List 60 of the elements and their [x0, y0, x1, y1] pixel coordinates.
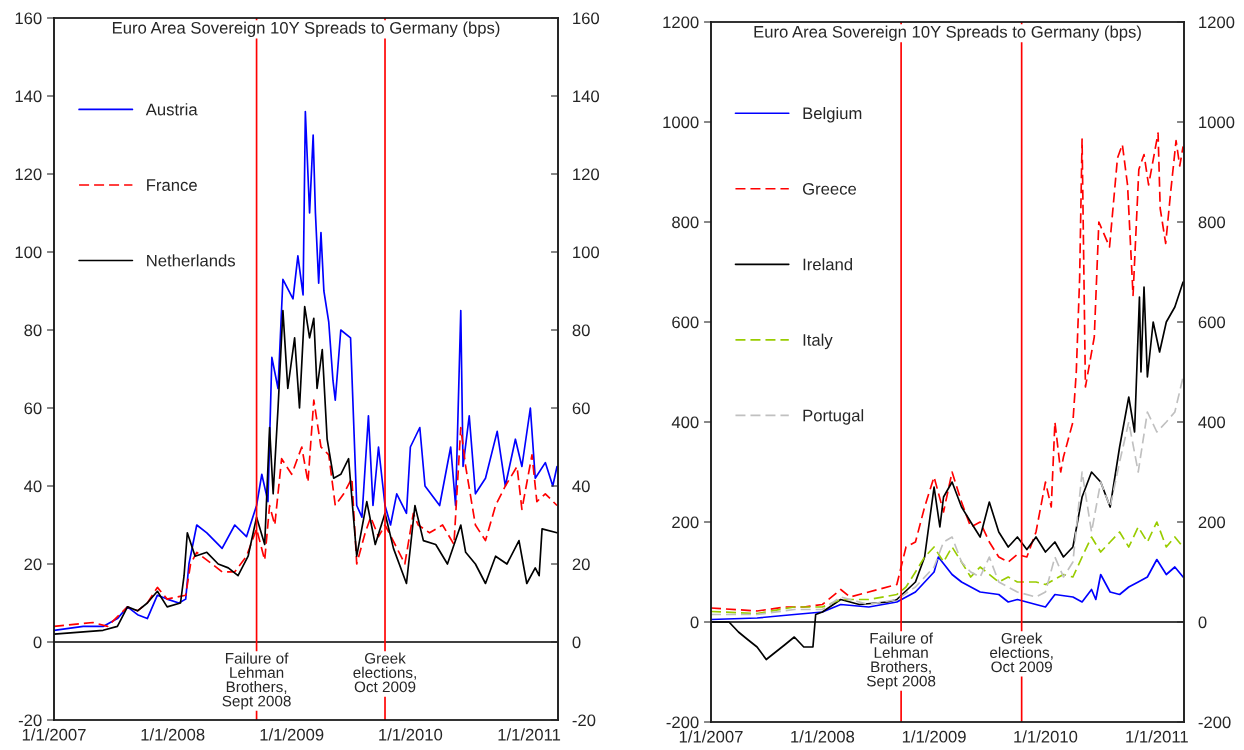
- x-tick-label: 1/1/2009: [260, 728, 324, 741]
- y-tick-label: 1000: [663, 116, 699, 129]
- legend-label: Portugal: [803, 409, 864, 425]
- y-tick-label: 20: [24, 558, 42, 571]
- y2-tick-label: -200: [1198, 716, 1231, 729]
- legend-label: France: [147, 179, 197, 191]
- legend-label: Ireland: [803, 258, 853, 271]
- legend-label: Belgium: [803, 107, 862, 123]
- legend-label: Netherlands: [147, 254, 236, 267]
- x-tick-label: 1/1/2008: [141, 728, 205, 741]
- y-tick-label: -20: [18, 714, 42, 727]
- y2-tick-label: 200: [1198, 516, 1226, 529]
- ref-line-label: Failure of Lehman Brothers, Sept 2008: [222, 652, 291, 710]
- y2-tick-label: 0: [572, 636, 581, 649]
- y-tick-label: 120: [15, 168, 42, 181]
- x-tick-label: 1/1/2010: [379, 728, 443, 741]
- y-tick-label: 40: [24, 480, 42, 493]
- legend-label: Greece: [802, 182, 857, 195]
- x-tick-label: 1/1/2007: [22, 728, 86, 741]
- y2-tick-label: 120: [573, 168, 600, 181]
- x-tick-label: 1/1/2011: [1126, 730, 1188, 743]
- y-tick-label: 1200: [663, 16, 699, 29]
- y-tick-label: 160: [15, 12, 42, 25]
- y-tick-label: 80: [24, 324, 42, 337]
- ref-line-label: Greek elections, Oct 2009: [990, 632, 1053, 673]
- y-tick-label: 0: [690, 616, 699, 629]
- y2-tick-label: 40: [572, 480, 590, 493]
- y-tick-label: 60: [24, 402, 42, 415]
- y2-tick-label: 140: [573, 90, 600, 103]
- y-tick-label: 800: [672, 216, 699, 229]
- legend-label: Italy: [803, 333, 833, 350]
- x-tick-label: 1/1/2009: [902, 730, 966, 743]
- x-tick-label: 1/1/2011: [498, 728, 561, 741]
- y2-tick-label: 100: [573, 246, 600, 259]
- y2-tick-label: 0: [1198, 616, 1207, 629]
- y2-tick-label: 600: [1198, 316, 1226, 329]
- y2-tick-label: -20: [572, 714, 596, 727]
- x-tick-label: 1/1/2010: [1014, 730, 1078, 743]
- chart-title: Euro Area Sovereign 10Y Spreads to Germany (bps): [754, 25, 1141, 42]
- x-tick-label: 1/1/2007: [679, 730, 743, 743]
- y2-tick-label: 160: [573, 12, 600, 25]
- y2-tick-label: 800: [1198, 216, 1226, 229]
- y2-tick-label: 1200: [1199, 16, 1235, 29]
- legend-label: Austria: [145, 103, 198, 116]
- y-tick-label: 400: [671, 416, 699, 429]
- y2-tick-label: 1000: [1199, 116, 1235, 129]
- y-tick-label: 200: [672, 516, 699, 529]
- y2-tick-label: 80: [572, 324, 590, 337]
- chart-title: Euro Area Sovereign 10Y Spreads to Germany (bps): [112, 21, 500, 38]
- ref-line-label: Failure of Lehman Brothers, Sept 2008: [866, 632, 936, 690]
- y-tick-label: 140: [15, 90, 42, 103]
- y2-tick-label: 60: [572, 402, 590, 415]
- y2-tick-label: 400: [1198, 416, 1226, 429]
- ref-line-label: Greek elections, Oct 2009: [353, 652, 416, 693]
- y2-tick-label: 20: [572, 558, 590, 571]
- y-tick-label: 600: [672, 316, 699, 329]
- y-tick-label: -200: [666, 716, 699, 729]
- y-tick-label: 100: [15, 246, 42, 259]
- x-tick-label: 1/1/2008: [791, 730, 855, 743]
- y-tick-label: 0: [33, 636, 42, 649]
